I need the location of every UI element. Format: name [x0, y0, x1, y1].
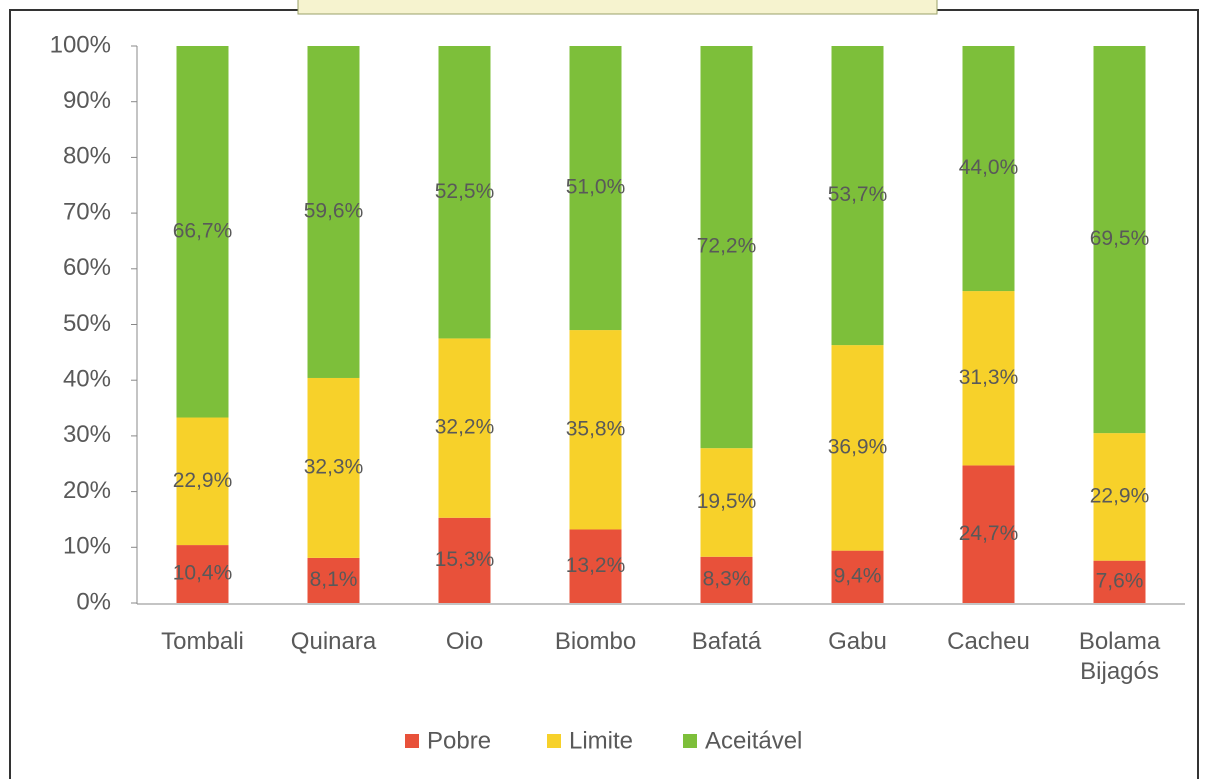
x-tick-label: Bolama Bijagós [1078, 628, 1161, 685]
data-label: 31,3% [959, 366, 1019, 389]
legend-label: Aceitável [705, 727, 802, 754]
bar-segment [438, 46, 491, 339]
data-label: 44,0% [959, 156, 1019, 179]
bar-segment [569, 46, 622, 331]
data-label: 52,5% [435, 180, 495, 203]
x-tick-label: Oio [445, 628, 484, 655]
data-label: 22,9% [173, 469, 233, 492]
y-tick-label: 70% [63, 198, 111, 225]
data-label: 36,9% [828, 435, 888, 458]
x-tick-label: Quinara [290, 628, 377, 655]
bar-segment [176, 545, 229, 603]
data-label: 10,4% [173, 562, 233, 585]
y-tick-label: 20% [63, 477, 111, 504]
bar-segment [831, 345, 884, 551]
y-tick-label: 10% [63, 533, 111, 560]
bar-segment [700, 448, 753, 557]
legend-label: Pobre [427, 727, 491, 754]
x-tick-label: Tombali [161, 628, 244, 655]
y-tick-label: 40% [63, 366, 111, 393]
data-label: 19,5% [697, 490, 757, 513]
bar-segment [700, 556, 753, 603]
bar-segment [1093, 560, 1146, 603]
bar-segment [307, 46, 360, 378]
bar-segment [700, 46, 753, 449]
data-label: 7,6% [1096, 569, 1144, 592]
bar-segment [176, 46, 229, 418]
data-label: 32,3% [304, 455, 364, 478]
y-tick-label: 80% [63, 143, 111, 170]
y-tick-label: 30% [63, 421, 111, 448]
x-tick-label: Gabu [828, 628, 887, 655]
legend-swatch [547, 734, 561, 748]
data-label: 24,7% [959, 522, 1019, 545]
x-tick-label: Cacheu [947, 628, 1030, 655]
data-label: 69,5% [1090, 227, 1150, 250]
bar-segment [307, 557, 360, 603]
legend-swatch [683, 734, 697, 748]
data-label: 8,1% [310, 568, 358, 591]
legend-swatch [405, 734, 419, 748]
data-label: 51,0% [566, 176, 626, 199]
bar-segment [962, 291, 1015, 466]
caption-box [297, 0, 938, 15]
data-label: 53,7% [828, 183, 888, 206]
data-label: 8,3% [703, 567, 751, 590]
y-tick-label: 90% [63, 87, 111, 114]
data-label: 13,2% [566, 554, 626, 577]
data-label: 22,9% [1090, 484, 1150, 507]
data-label: 72,2% [697, 235, 757, 258]
bar-segment [438, 517, 491, 603]
data-label: 59,6% [304, 200, 364, 223]
bar-segment [569, 330, 622, 530]
x-tick-label: Biombo [554, 628, 637, 655]
data-label: 32,2% [435, 416, 495, 439]
data-label: 15,3% [435, 548, 495, 571]
bar-segment [1093, 433, 1146, 561]
bar-segment [962, 465, 1015, 603]
y-tick-label: 100% [50, 31, 111, 58]
data-label: 66,7% [173, 219, 233, 242]
x-tick-label: Bafatá [691, 628, 762, 655]
y-tick-label: 60% [63, 254, 111, 281]
bar-segment [176, 417, 229, 546]
y-tick-label: 0% [76, 588, 111, 615]
data-label: 35,8% [566, 417, 626, 440]
legend-label: Limite [569, 727, 633, 754]
bar-segment [962, 46, 1015, 292]
bar-segment [307, 377, 360, 558]
bar-segment [569, 529, 622, 603]
bar-segment [1093, 46, 1146, 434]
bar-segment [438, 338, 491, 518]
data-label: 9,4% [834, 564, 882, 587]
y-tick-label: 50% [63, 310, 111, 337]
bar-segment [831, 550, 884, 603]
bar-segment [831, 46, 884, 346]
